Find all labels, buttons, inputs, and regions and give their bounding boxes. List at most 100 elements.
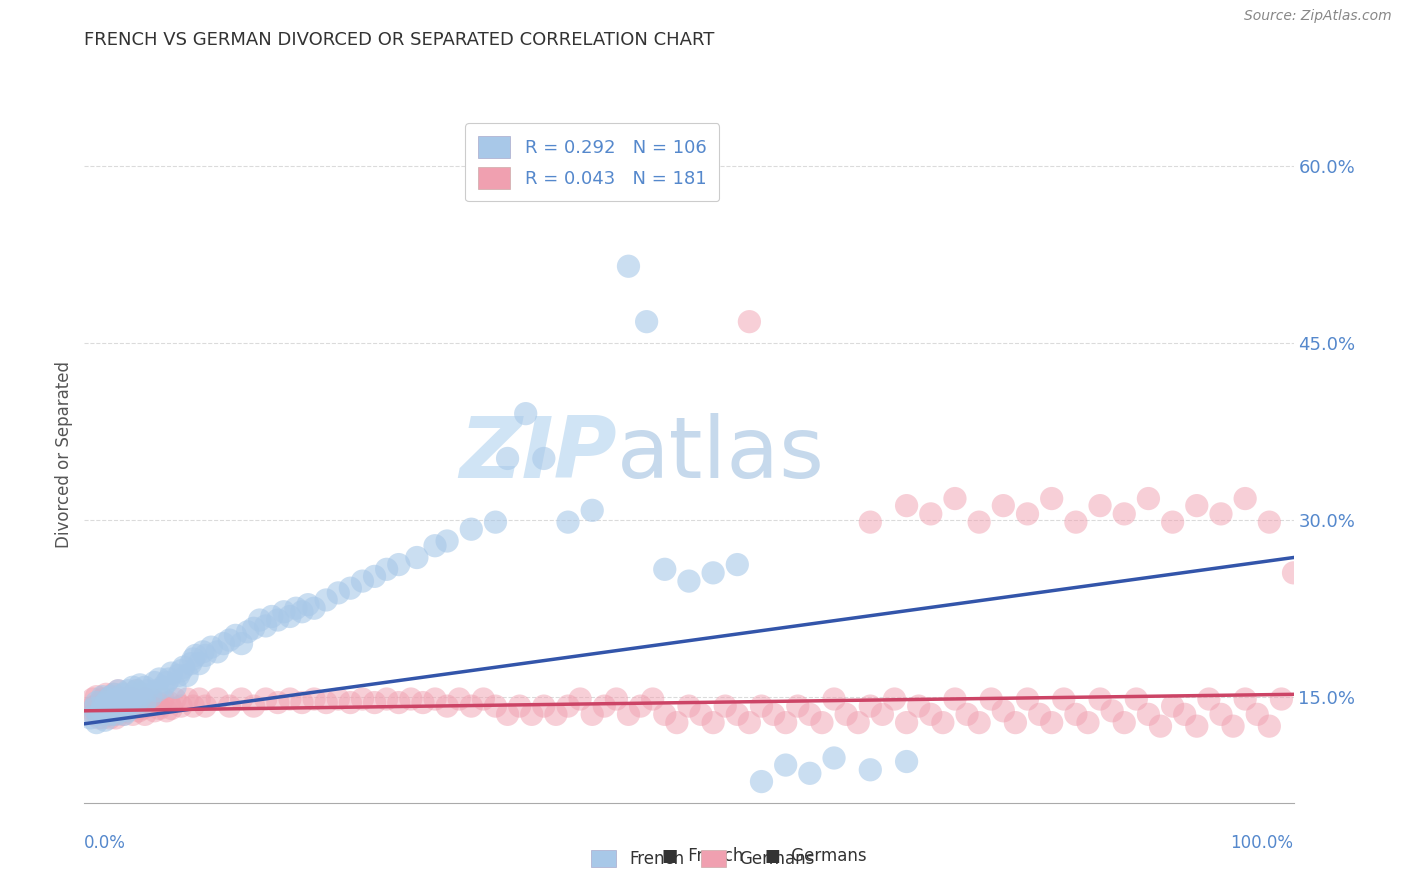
Point <box>702 715 724 730</box>
Point <box>811 715 834 730</box>
Point <box>121 692 143 706</box>
Point <box>114 692 136 706</box>
Point <box>107 699 129 714</box>
Point <box>91 692 114 706</box>
Point <box>896 499 918 513</box>
Point <box>1125 692 1147 706</box>
Text: Source: ZipAtlas.com: Source: ZipAtlas.com <box>1244 9 1392 23</box>
Point <box>690 707 713 722</box>
Point <box>163 680 186 694</box>
Point <box>956 707 979 722</box>
Point <box>678 574 700 588</box>
Point <box>120 701 142 715</box>
Point <box>86 690 108 704</box>
Point <box>738 315 761 329</box>
Point <box>155 704 177 718</box>
Point <box>218 633 240 648</box>
Point <box>1040 715 1063 730</box>
Point <box>173 660 195 674</box>
Point <box>1174 707 1197 722</box>
Point <box>101 704 124 718</box>
Point <box>799 766 821 780</box>
Point <box>110 704 132 718</box>
Point <box>194 699 217 714</box>
Point <box>207 692 229 706</box>
Point <box>125 683 148 698</box>
Point <box>714 699 737 714</box>
Point <box>775 758 797 772</box>
Point <box>472 692 495 706</box>
Point <box>557 699 579 714</box>
Point <box>194 648 217 663</box>
Point <box>131 687 153 701</box>
Point <box>943 491 966 506</box>
Point <box>231 692 253 706</box>
Point <box>242 621 264 635</box>
Point <box>1088 692 1111 706</box>
Point <box>94 701 117 715</box>
Point <box>484 515 506 529</box>
Text: 100.0%: 100.0% <box>1230 834 1294 852</box>
Point <box>823 751 845 765</box>
Point <box>121 707 143 722</box>
Point <box>79 711 101 725</box>
Point <box>775 715 797 730</box>
Point <box>1258 719 1281 733</box>
Point <box>1149 719 1171 733</box>
Point <box>328 586 350 600</box>
Point <box>1198 692 1220 706</box>
Point <box>896 755 918 769</box>
Point <box>943 692 966 706</box>
Point <box>799 707 821 722</box>
Point <box>406 550 429 565</box>
Point <box>363 696 385 710</box>
Point <box>544 707 567 722</box>
Point <box>87 711 110 725</box>
Point <box>1114 507 1136 521</box>
Point <box>1161 515 1184 529</box>
Point <box>315 696 337 710</box>
Point <box>496 707 519 722</box>
Point <box>97 701 120 715</box>
Point <box>278 609 301 624</box>
Point <box>967 515 990 529</box>
Point <box>278 692 301 706</box>
Point <box>155 675 177 690</box>
Point <box>641 692 664 706</box>
Point <box>352 692 374 706</box>
Point <box>1234 692 1257 706</box>
Point <box>593 699 616 714</box>
Point <box>98 707 121 722</box>
Point <box>94 696 117 710</box>
Point <box>129 696 152 710</box>
Point <box>112 687 135 701</box>
Point <box>630 699 652 714</box>
Point <box>786 699 808 714</box>
Point <box>1234 491 1257 506</box>
Point <box>91 690 114 704</box>
Point <box>1004 715 1026 730</box>
Point <box>1028 707 1050 722</box>
Point <box>460 699 482 714</box>
Point <box>90 704 112 718</box>
Point <box>725 558 748 572</box>
Point <box>121 690 143 704</box>
Point <box>157 696 180 710</box>
Point <box>1040 491 1063 506</box>
Point <box>136 699 159 714</box>
Point <box>835 707 858 722</box>
Point <box>291 605 314 619</box>
Point <box>160 701 183 715</box>
Point <box>96 707 118 722</box>
Point <box>665 715 688 730</box>
Point <box>920 507 942 521</box>
Point <box>1258 515 1281 529</box>
Point <box>859 515 882 529</box>
Point <box>104 711 127 725</box>
Point <box>128 692 150 706</box>
Point <box>207 645 229 659</box>
Point <box>702 566 724 580</box>
Point <box>121 680 143 694</box>
Point <box>1077 715 1099 730</box>
Point <box>1053 692 1076 706</box>
